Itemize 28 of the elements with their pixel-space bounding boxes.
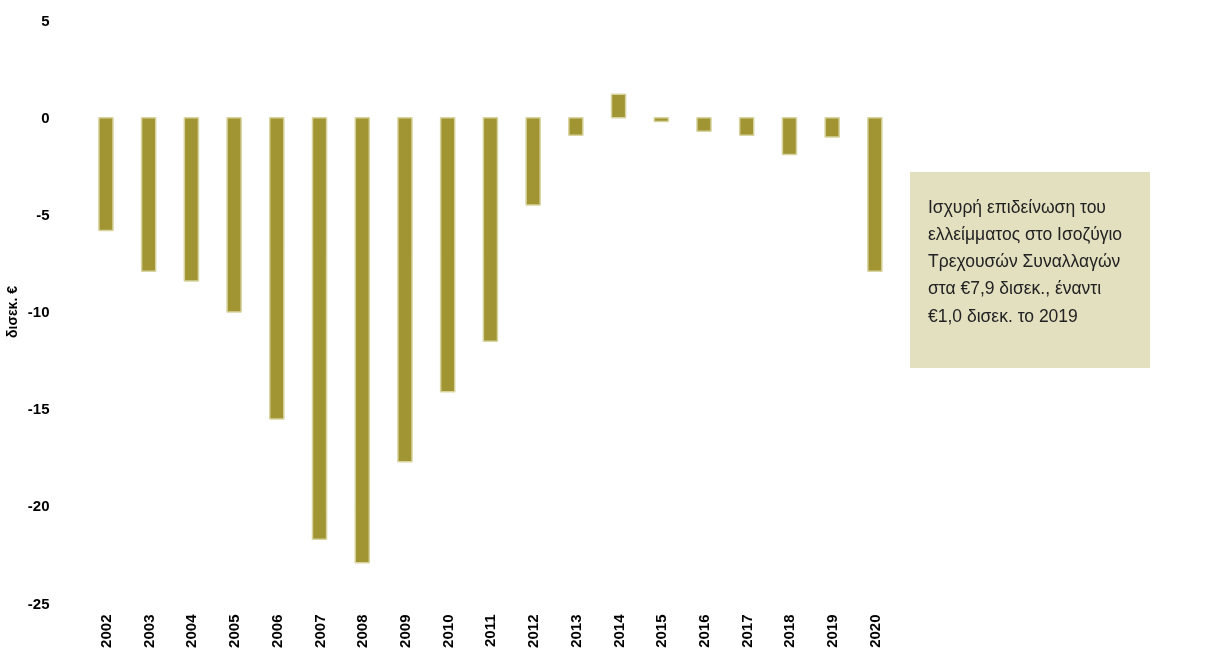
y-tick-label: -10 [27,303,50,320]
y-tick-label: -15 [27,400,50,418]
x-tick-label: 2007 [310,614,328,648]
x-tick-label: 2018 [780,614,798,648]
x-tick-label: 2006 [267,614,285,648]
y-tick-label: 0 [41,108,50,126]
y-tick-label: 5 [41,11,50,29]
x-tick-label: 2019 [823,614,841,648]
x-tick-label: 2017 [737,614,755,648]
x-tick-label: 2012 [524,614,542,648]
x-tick-label: 2011 [481,614,499,648]
x-tick-label: 2005 [225,614,243,648]
x-tick-label: 2015 [652,614,670,648]
y-tick-label: -20 [27,497,50,515]
x-tick-label: 2013 [566,614,584,648]
x-tick-label: 2008 [353,614,371,648]
y-tick-label: -5 [36,205,50,223]
x-tick-label: 2004 [182,613,200,648]
x-tick-label: 2014 [609,613,627,648]
x-tick-label: 2020 [865,614,883,648]
y-tick-label: -25 [27,594,50,612]
text: Ισχυρή επιδείνωση του ελλείμματος στο Ισοζύγιο Τρεχουσών Συναλλαγών στα €7,9 δισεκ., έναντι €1,0 δισεκ. το 2019 [910,172,1150,368]
x-tick-label: 2009 [395,614,413,648]
x-tick-label: 2003 [139,614,157,648]
x-tick-label: 2002 [96,614,114,648]
y-axis-title: δισεκ. € [3,285,20,338]
x-tick-label: 2010 [438,614,456,648]
x-tick-label: 2016 [695,614,712,648]
